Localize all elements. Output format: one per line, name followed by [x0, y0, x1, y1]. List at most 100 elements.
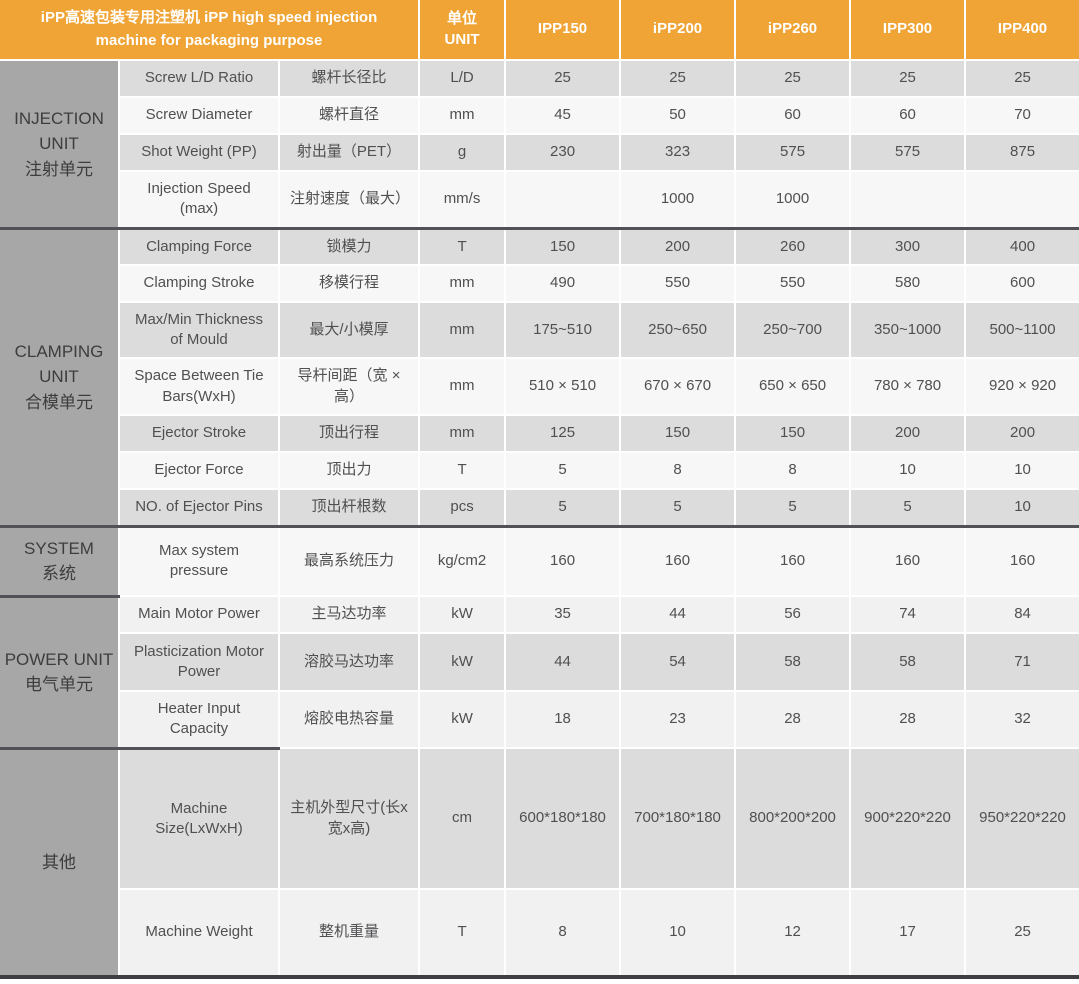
- spec-name-en: Screw Diameter: [119, 97, 280, 135]
- spec-name-en: Space Between Tie Bars(WxH): [119, 358, 280, 416]
- spec-value: 71: [965, 633, 1079, 692]
- section-header-system: SYSTEM 系统: [0, 524, 120, 597]
- table-row: Ejector Stroke 顶出行程 mm 125 150 150 200 2…: [0, 415, 1079, 453]
- section-label-en: INJECTION UNIT: [14, 108, 104, 154]
- spec-name-en: Main Motor Power: [119, 596, 280, 634]
- spec-value: 84: [965, 596, 1079, 634]
- spec-value: 323: [620, 134, 737, 172]
- spec-unit: kW: [419, 691, 507, 749]
- spec-value: 920 × 920: [965, 358, 1079, 416]
- spec-value: 5: [850, 489, 967, 527]
- table-row: SYSTEM 系统 Max system pressure 最高系统压力 kg/…: [0, 524, 1079, 597]
- spec-value: [965, 171, 1079, 229]
- spec-value: 160: [735, 524, 852, 597]
- spec-name-cn: 移模行程: [279, 265, 421, 303]
- spec-unit: kg/cm2: [419, 524, 507, 597]
- spec-value: 12: [735, 889, 852, 978]
- table-row: Space Between Tie Bars(WxH) 导杆间距（宽 × 高） …: [0, 358, 1079, 416]
- spec-name-cn: 顶出行程: [279, 415, 421, 453]
- spec-value: 28: [850, 691, 967, 749]
- spec-value: 56: [735, 596, 852, 634]
- spec-value: 160: [965, 524, 1079, 597]
- spec-name-cn: 最高系统压力: [279, 524, 421, 597]
- spec-name-en: Shot Weight (PP): [119, 134, 280, 172]
- spec-value: 1000: [735, 171, 852, 229]
- spec-unit: T: [419, 226, 507, 266]
- section-header-injection-unit: INJECTION UNIT 注射单元: [0, 60, 120, 229]
- spec-name-cn: 螺杆长径比: [279, 60, 421, 98]
- spec-name-cn: 锁模力: [279, 226, 421, 266]
- spec-value: 32: [965, 691, 1079, 749]
- spec-value: 125: [505, 415, 622, 453]
- spec-value: 74: [850, 596, 967, 634]
- spec-name-cn: 螺杆直径: [279, 97, 421, 135]
- table-row: Injection Speed (max) 注射速度（最大） mm/s 1000…: [0, 171, 1079, 229]
- spec-value: 250~650: [620, 302, 737, 359]
- spec-value: 150: [505, 226, 622, 266]
- spec-value: 58: [850, 633, 967, 692]
- spec-value: 70: [965, 97, 1079, 135]
- spec-name-en: Plasticization Motor Power: [119, 633, 280, 692]
- spec-name-en: Max/Min Thickness of Mould: [119, 302, 280, 359]
- spec-value: 490: [505, 265, 622, 303]
- spec-value: 28: [735, 691, 852, 749]
- spec-unit: mm: [419, 415, 507, 453]
- spec-value: 600: [965, 265, 1079, 303]
- spec-value: 300: [850, 226, 967, 266]
- spec-value: 500~1100: [965, 302, 1079, 359]
- spec-value: 25: [735, 60, 852, 98]
- spec-unit: mm: [419, 302, 507, 359]
- table-row: Ejector Force 顶出力 T 5 8 8 10 10: [0, 452, 1079, 490]
- spec-value: 8: [735, 452, 852, 490]
- spec-value: 10: [965, 452, 1079, 490]
- model-header-ipp150: IPP150: [505, 0, 622, 61]
- spec-value: 230: [505, 134, 622, 172]
- unit-column-header: 单位 UNIT: [419, 0, 507, 61]
- spec-value: 160: [850, 524, 967, 597]
- spec-value: 5: [735, 489, 852, 527]
- spec-unit: kW: [419, 596, 507, 634]
- unit-header-en: UNIT: [444, 30, 480, 48]
- header-row: iPP高速包装专用注塑机 iPP high speed injection ma…: [0, 0, 1079, 61]
- section-header-power-unit: POWER UNIT 电气单元: [0, 594, 120, 749]
- spec-value: 25: [620, 60, 737, 98]
- spec-value: 575: [850, 134, 967, 172]
- spec-name-cn: 注射速度（最大）: [279, 171, 421, 229]
- spec-name-en: Max system pressure: [119, 524, 280, 597]
- spec-value: 5: [505, 452, 622, 490]
- spec-value: 200: [965, 415, 1079, 453]
- table-row: CLAMPING UNIT 合模单元 Clamping Force 锁模力 T …: [0, 226, 1079, 527]
- spec-value: 670 × 670: [620, 358, 737, 416]
- spec-value: 54: [620, 633, 737, 692]
- spec-value: 575: [735, 134, 852, 172]
- spec-value: 35: [505, 596, 622, 634]
- spec-value: 600*180*180: [505, 748, 622, 890]
- spec-value: 18: [505, 691, 622, 749]
- table-row: Plasticization Motor Power 溶胶马达功率 kW 44 …: [0, 633, 1079, 692]
- table-title: iPP高速包装专用注塑机 iPP high speed injection ma…: [0, 0, 421, 61]
- spec-value: 8: [620, 452, 737, 490]
- spec-value: 10: [965, 489, 1079, 527]
- table-row: INJECTION UNIT 注射单元 Screw L/D Ratio 螺杆长径…: [0, 60, 1079, 229]
- spec-value: [505, 171, 622, 229]
- spec-name-cn: 射出量（PET）: [279, 134, 421, 172]
- spec-unit: cm: [419, 748, 507, 890]
- spec-name-en: Machine Weight: [119, 889, 280, 978]
- spec-value: 10: [850, 452, 967, 490]
- spec-value: 58: [735, 633, 852, 692]
- section-label-cn: 注射单元: [25, 159, 93, 179]
- spec-name-cn: 整机重量: [279, 889, 421, 978]
- table-row: NO. of Ejector Pins 顶出杆根数 pcs 5 5 5 5 10: [0, 489, 1079, 527]
- spec-value: 875: [965, 134, 1079, 172]
- spec-unit: T: [419, 889, 507, 978]
- spec-name-cn: 最大/小模厚: [279, 302, 421, 359]
- spec-value: 200: [850, 415, 967, 453]
- spec-value: 150: [620, 415, 737, 453]
- table-row: 其他 Machine Size(LxWxH) 主机外型尺寸(长x宽x高) cm …: [0, 746, 1079, 978]
- spec-value: 60: [735, 97, 852, 135]
- section-label-en: POWER UNIT: [4, 649, 114, 669]
- spec-value: 400: [965, 226, 1079, 266]
- spec-value: 950*220*220: [965, 748, 1079, 890]
- spec-value: 150: [735, 415, 852, 453]
- table-row: Machine Weight 整机重量 T 8 10 12 17 25: [0, 889, 1079, 978]
